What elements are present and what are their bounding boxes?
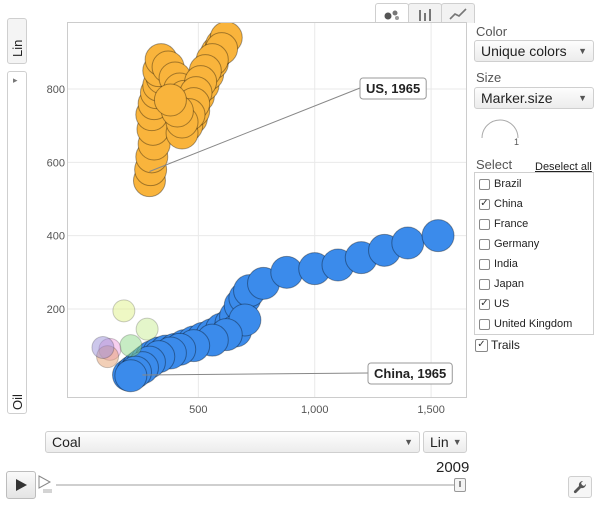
trails-label: Trails <box>491 338 520 352</box>
deselect-all-link[interactable]: Deselect all <box>535 161 592 173</box>
bubble-india[interactable] <box>91 336 115 359</box>
settings-wrench-button[interactable] <box>568 476 592 498</box>
country-checkbox[interactable] <box>479 238 490 250</box>
country-checkbox[interactable] <box>479 218 490 230</box>
bubble-chart[interactable]: US, 1965 China, 1965 <box>68 21 466 397</box>
country-checkbox[interactable] <box>479 178 490 190</box>
country-label: United Kingdom <box>494 318 573 330</box>
y-tick-label: 200 <box>47 304 65 316</box>
annotation-label[interactable]: China, 1965 <box>367 362 453 385</box>
x-variable-label: Coal <box>52 434 81 450</box>
country-checkbox[interactable] <box>479 258 490 270</box>
color-selector[interactable]: Unique colors ▼ <box>474 40 594 62</box>
color-label: Color <box>476 24 508 39</box>
country-item-japan[interactable]: Japan <box>475 274 593 294</box>
country-list[interactable]: Brazil ✓ China France Germany India Japan ✓ US Un… <box>474 172 594 335</box>
select-label: Select <box>476 157 513 172</box>
size-selector[interactable]: Marker.size ▼ <box>474 87 594 109</box>
annotation-leader-line <box>142 372 369 376</box>
size-value: Marker.size <box>481 90 553 106</box>
current-year: 2009 <box>436 459 470 476</box>
country-label: Brazil <box>494 178 522 190</box>
wrench-icon <box>573 480 587 494</box>
chart-area[interactable]: US, 1965 China, 1965 <box>67 21 467 398</box>
time-slider-track[interactable] <box>56 484 466 486</box>
x-tick-label: 1,000 <box>301 404 329 416</box>
country-item-india[interactable]: India <box>475 254 593 274</box>
country-item-france[interactable]: France <box>475 214 593 234</box>
annotation-text: US, 1965 <box>366 81 420 96</box>
play-icon <box>16 479 27 491</box>
bubble-chart-tab-icon <box>384 10 399 20</box>
bubble-chart-tab[interactable] <box>375 3 409 23</box>
x-tick-label: 500 <box>189 404 207 416</box>
axis-labels: 200 400 600 800 500 1,000 1,500 <box>47 84 445 416</box>
country-checkbox[interactable]: ✓ <box>479 298 490 310</box>
bubble-japan[interactable] <box>112 299 136 323</box>
speed-control-icon[interactable] <box>38 474 56 494</box>
play-button[interactable] <box>6 471 36 499</box>
bubble-us[interactable] <box>153 83 187 117</box>
country-label: China <box>494 198 523 210</box>
y-tick-label: 800 <box>47 84 65 96</box>
size-label: Size <box>476 70 502 85</box>
y-variable-selector[interactable]: ▸ Oil <box>7 71 27 414</box>
bubble-united-kingdom[interactable] <box>135 317 159 341</box>
country-label: France <box>494 218 529 230</box>
x-scale-selector[interactable]: Lin ▼ <box>423 431 467 453</box>
country-checkbox[interactable]: ✓ <box>479 198 490 210</box>
bubble-china[interactable] <box>421 219 455 253</box>
country-checkbox[interactable] <box>479 278 490 290</box>
annotation-leader-line <box>149 87 361 172</box>
annotation-box <box>359 77 427 100</box>
country-label: US <box>494 298 510 310</box>
x-variable-caret-icon: ▼ <box>404 437 413 447</box>
country-label: Germany <box>494 238 540 250</box>
time-slider-thumb[interactable]: ǁ <box>454 478 466 492</box>
country-item-germany[interactable]: Germany <box>475 234 593 254</box>
bubble-china[interactable] <box>391 226 425 260</box>
country-item-brazil[interactable]: Brazil <box>475 174 593 194</box>
color-caret-icon: ▼ <box>578 46 587 56</box>
country-checkbox[interactable] <box>479 318 490 330</box>
bar-chart-tab-icon <box>419 8 431 21</box>
x-tick-label: 1,500 <box>417 404 445 416</box>
country-label: Japan <box>494 278 524 290</box>
size-caret-icon: ▼ <box>578 93 587 103</box>
country-item-united-kingdom[interactable]: United Kingdom <box>475 314 593 334</box>
y-tick-label: 400 <box>47 231 65 243</box>
country-item-us[interactable]: ✓ US <box>475 294 593 314</box>
color-value: Unique colors <box>481 43 567 59</box>
x-scale-label: Lin <box>430 434 449 450</box>
y-scale-selector[interactable]: Lin <box>7 18 27 64</box>
size-legend-arc <box>481 119 519 139</box>
country-item-china[interactable]: ✓ China <box>475 194 593 214</box>
line-chart-tab[interactable] <box>441 3 475 23</box>
line-chart-tab-icon <box>449 7 467 20</box>
country-label: India <box>494 258 518 270</box>
annotation-box <box>367 362 453 385</box>
y-tick-label: 600 <box>47 157 65 169</box>
size-legend-value: 1 <box>514 137 520 147</box>
trails-checkbox[interactable]: ✓ <box>475 338 488 352</box>
bubble-china[interactable] <box>114 359 148 393</box>
x-variable-selector[interactable]: Coal ▼ <box>45 431 420 453</box>
y-variable-caret-icon: ▸ <box>13 75 18 85</box>
annotation-label[interactable]: US, 1965 <box>359 77 427 100</box>
trails-toggle[interactable]: ✓ Trails <box>472 338 520 352</box>
annotation-text: China, 1965 <box>374 366 446 381</box>
x-scale-caret-icon: ▼ <box>452 437 462 447</box>
